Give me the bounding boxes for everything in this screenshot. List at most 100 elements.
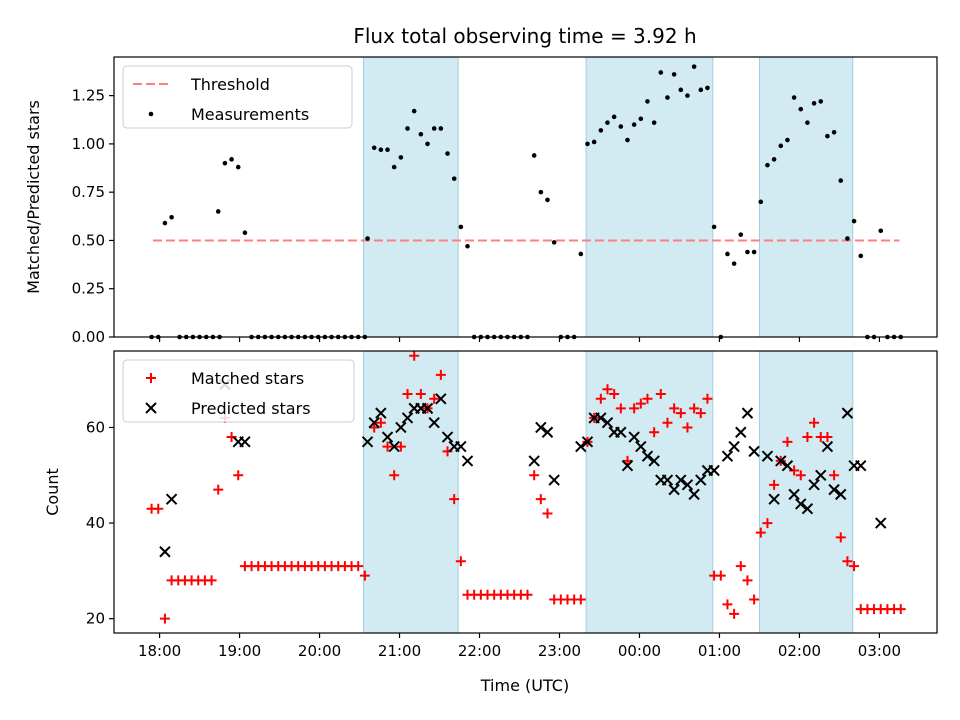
- observing-interval-2: [585, 56, 714, 338]
- y-tick-label: 0.00: [72, 328, 105, 346]
- measurement-point: [598, 128, 604, 133]
- measurement-point: [678, 87, 684, 93]
- predicted-star-point: [615, 426, 627, 438]
- measurement-point: [731, 261, 737, 266]
- matched-star-point: [749, 594, 760, 605]
- measurement-point: [425, 141, 430, 147]
- predicted-star-point: [821, 440, 834, 453]
- measurement-point: [371, 145, 377, 151]
- matched-star-point: [729, 608, 740, 619]
- measurement-point: [465, 243, 470, 249]
- measurement-point: [391, 164, 397, 170]
- matched-star-point: [822, 432, 833, 443]
- measurement-point: [878, 228, 884, 234]
- y-axis-label: Count: [43, 468, 62, 516]
- predicted-star-point: [401, 412, 414, 424]
- predicted-star-point: [361, 436, 374, 448]
- predicted-star-point: [575, 440, 587, 453]
- measurement-point: [551, 240, 557, 245]
- matched-star-point: [233, 470, 244, 481]
- predicted-star-point: [641, 450, 654, 462]
- matched-star-point: [755, 527, 766, 538]
- predicted-star-point: [628, 431, 640, 443]
- legend-label: Predicted stars: [191, 399, 311, 418]
- predicted-star-point: [375, 407, 387, 419]
- predicted-star-point: [675, 474, 687, 486]
- measurement-point: [445, 151, 450, 156]
- predicted-star-point: [748, 445, 760, 458]
- x-tick-label: 19:00: [218, 642, 261, 660]
- matched-star-point: [575, 594, 586, 605]
- matched-star-point: [802, 432, 813, 443]
- matched-star-point: [622, 455, 633, 466]
- matched-star-point: [629, 403, 640, 414]
- x-tick-label: 18:00: [138, 642, 181, 660]
- predicted-star-point: [388, 440, 400, 453]
- predicted-star-point: [548, 474, 560, 486]
- predicted-star-point: [661, 474, 674, 486]
- measurement-point: [162, 220, 168, 226]
- matched-star-point: [435, 369, 446, 380]
- measurement-point: [725, 251, 730, 257]
- legend-label: Threshold: [190, 75, 270, 94]
- matched-star-point: [615, 403, 626, 414]
- x-axis-label: Time (UTC): [480, 676, 569, 695]
- matched-star-point: [809, 417, 820, 428]
- matched-star-point: [655, 389, 666, 400]
- measurement-point: [778, 143, 784, 149]
- y-tick-label: 0.75: [72, 183, 105, 201]
- measurement-point: [385, 147, 390, 152]
- measurement-point: [625, 137, 630, 143]
- matched-star-point: [702, 393, 713, 404]
- measurement-point: [545, 197, 550, 203]
- measurement-point: [215, 209, 221, 214]
- measurement-point: [805, 120, 810, 125]
- measurement-point: [845, 236, 850, 241]
- measurement-point: [438, 126, 444, 131]
- measurement-point: [235, 164, 241, 170]
- matched-star-point: [226, 432, 237, 443]
- measurement-point: [751, 249, 757, 255]
- measurement-point: [585, 141, 590, 147]
- matched-star-point: [449, 494, 460, 505]
- measurement-point: [411, 108, 417, 114]
- matched-star-point: [795, 470, 806, 481]
- predicted-star-point: [428, 416, 440, 429]
- measurement-point: [825, 133, 830, 139]
- y-axis-label: Matched/Predicted stars: [24, 100, 43, 294]
- matched-star-point: [895, 604, 906, 615]
- measurement-point: [691, 64, 697, 69]
- matched-star-point: [442, 446, 453, 457]
- predicted-star-point: [595, 412, 607, 424]
- matched-star-point: [782, 436, 793, 447]
- measurement-point: [618, 124, 624, 129]
- matched-star-point: [395, 441, 406, 452]
- y-tick-label: 60: [86, 418, 105, 436]
- predicted-star-point: [541, 426, 554, 438]
- matched-star-point: [635, 398, 646, 409]
- matched-star-point: [535, 494, 546, 505]
- matched-star-point: [642, 393, 653, 404]
- y-tick-label: 20: [86, 610, 105, 628]
- matched-star-point: [415, 389, 426, 400]
- predicted-star-point: [381, 431, 394, 443]
- predicted-star-point: [441, 431, 454, 443]
- predicted-star-point: [581, 436, 594, 448]
- matched-star-point: [835, 532, 846, 543]
- series-matched-stars: [146, 350, 906, 624]
- x-tick-label: 02:00: [778, 642, 821, 660]
- matched-star-point: [375, 417, 386, 428]
- matched-star-point: [662, 417, 673, 428]
- measurement-point: [858, 253, 864, 259]
- predicted-star-point: [528, 455, 540, 467]
- x-tick-label: 01:00: [698, 642, 741, 660]
- predicted-star-point: [721, 450, 734, 462]
- predicted-star-point: [435, 393, 447, 405]
- measurement-point: [365, 236, 370, 241]
- predicted-star-point: [808, 479, 820, 491]
- predicted-star-point: [801, 503, 814, 515]
- x-tick-label: 23:00: [538, 642, 581, 660]
- predicted-star-point: [775, 455, 787, 467]
- matched-star-point: [595, 393, 606, 404]
